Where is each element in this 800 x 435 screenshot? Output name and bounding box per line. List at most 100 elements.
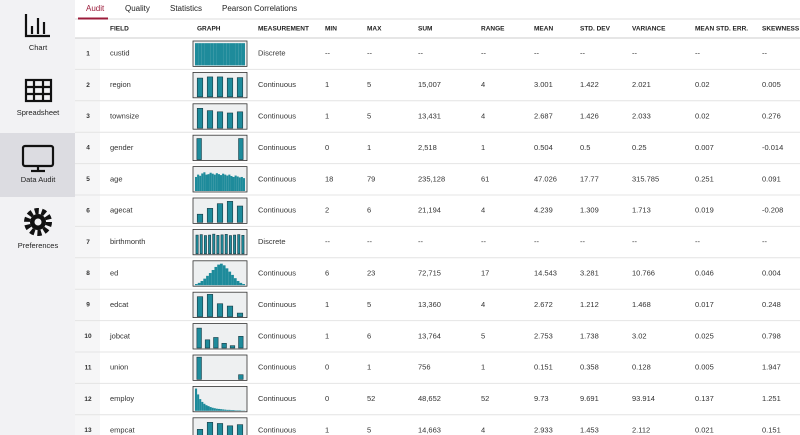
cell: -- bbox=[367, 237, 372, 246]
graph-bar bbox=[229, 43, 233, 66]
graph-bar bbox=[238, 43, 242, 66]
sidebar-item[interactable]: Chart bbox=[29, 43, 48, 52]
graph-bar bbox=[207, 43, 211, 66]
column-header: GRAPH bbox=[197, 26, 221, 33]
graph-bar bbox=[216, 235, 220, 255]
cell: 5 bbox=[481, 331, 485, 340]
graph-bar bbox=[220, 175, 223, 191]
row-number: 12 bbox=[84, 396, 92, 403]
cell: 2,518 bbox=[418, 143, 437, 152]
cell: 17 bbox=[481, 268, 489, 277]
graph-bar bbox=[232, 410, 235, 411]
graph-bar bbox=[204, 43, 208, 66]
cell: region bbox=[110, 80, 131, 89]
graph-bar bbox=[232, 43, 236, 66]
cell: 13,431 bbox=[418, 111, 441, 120]
sidebar-item[interactable]: Spreadsheet bbox=[17, 108, 60, 117]
cell: 0.025 bbox=[695, 331, 714, 340]
cell: 0.005 bbox=[762, 80, 781, 89]
preferences-icon bbox=[24, 208, 52, 236]
cell: jobcat bbox=[109, 331, 131, 340]
graph-bar bbox=[217, 408, 220, 411]
sidebar-item[interactable]: Preferences bbox=[18, 241, 59, 250]
sidebar-item[interactable]: Data Audit bbox=[21, 175, 57, 184]
cell: 1.713 bbox=[632, 206, 651, 215]
cell: 0.248 bbox=[762, 300, 781, 309]
row-number: 1 bbox=[86, 50, 90, 57]
cell: 0.091 bbox=[762, 174, 781, 183]
cell: 4 bbox=[481, 80, 485, 89]
cell: 79 bbox=[367, 174, 375, 183]
cell: 21,194 bbox=[418, 206, 441, 215]
graph-bar bbox=[217, 174, 220, 191]
tab[interactable]: Audit bbox=[86, 4, 105, 13]
cell: age bbox=[110, 174, 123, 183]
cell: 0.798 bbox=[762, 331, 781, 340]
graph-bar bbox=[221, 343, 227, 349]
graph-bar bbox=[220, 409, 223, 411]
graph-bar bbox=[211, 269, 215, 286]
graph-bar bbox=[195, 388, 198, 411]
row-number: 5 bbox=[86, 176, 90, 183]
graph-bar bbox=[197, 282, 201, 286]
tab[interactable]: Quality bbox=[125, 4, 150, 13]
graph-bar bbox=[206, 422, 214, 435]
cell: birthmonth bbox=[110, 237, 145, 246]
graph-bar bbox=[234, 175, 237, 191]
graph-bar bbox=[241, 43, 245, 66]
cell: 0.151 bbox=[762, 425, 781, 434]
graph-bar bbox=[239, 282, 243, 286]
cell: 9.691 bbox=[580, 394, 599, 403]
cell: -- bbox=[632, 49, 637, 58]
cell: -- bbox=[580, 237, 585, 246]
cell: 13,360 bbox=[418, 300, 441, 309]
cell: 1 bbox=[325, 425, 329, 434]
graph-bar bbox=[213, 43, 217, 66]
cell: 315.785 bbox=[632, 174, 659, 183]
column-header: SUM bbox=[418, 26, 432, 33]
graph-bar bbox=[231, 274, 234, 286]
cell: 2.021 bbox=[632, 80, 651, 89]
cell: -- bbox=[695, 237, 700, 246]
spreadsheet-icon bbox=[24, 78, 53, 103]
graph-bar bbox=[196, 296, 204, 317]
graph-bar bbox=[203, 278, 207, 286]
graph-bar bbox=[226, 175, 229, 191]
cell: 1.426 bbox=[580, 111, 599, 120]
cell: gender bbox=[110, 143, 134, 152]
cell: ed bbox=[110, 268, 118, 277]
cell: 2.933 bbox=[534, 425, 553, 434]
cell: 235,128 bbox=[418, 174, 445, 183]
graph-bar bbox=[232, 176, 235, 191]
graph-bar bbox=[235, 43, 239, 66]
row-number: 3 bbox=[86, 113, 90, 120]
cell: 0.02 bbox=[695, 80, 710, 89]
graph-bar bbox=[236, 77, 244, 98]
graph-bar bbox=[236, 424, 244, 435]
cell: 3.001 bbox=[534, 80, 553, 89]
cell: 1.309 bbox=[580, 206, 599, 215]
graph-bar bbox=[238, 138, 244, 160]
graph-bar bbox=[226, 77, 234, 98]
graph-bar bbox=[195, 284, 198, 286]
cell: Discrete bbox=[258, 237, 286, 246]
tab[interactable]: Statistics bbox=[170, 4, 202, 13]
cell: 23 bbox=[367, 268, 375, 277]
cell: 5 bbox=[367, 80, 371, 89]
data-audit-icon bbox=[21, 144, 55, 173]
tab[interactable]: Pearson Correlations bbox=[222, 4, 297, 13]
graph-bar bbox=[196, 213, 204, 223]
cell: -- bbox=[762, 49, 767, 58]
graph-bar bbox=[208, 273, 212, 286]
cell: 2.033 bbox=[632, 111, 651, 120]
cell: 2.112 bbox=[632, 425, 650, 434]
cell: Continuous bbox=[258, 143, 296, 152]
graph-bar bbox=[207, 406, 210, 411]
cell: Continuous bbox=[258, 363, 296, 372]
cell: employ bbox=[110, 394, 134, 403]
cell: -0.208 bbox=[762, 206, 783, 215]
graph-bar bbox=[203, 403, 206, 411]
cell: 52 bbox=[481, 394, 489, 403]
cell: empcat bbox=[110, 425, 136, 434]
